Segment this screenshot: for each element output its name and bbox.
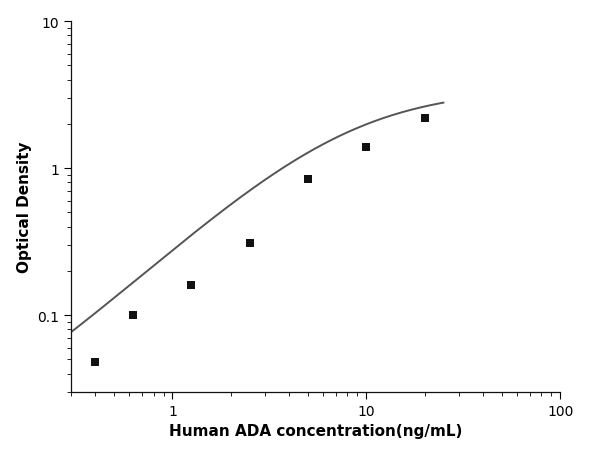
Point [362, 144, 371, 151]
Point [245, 240, 254, 247]
Point [303, 176, 313, 183]
Point [420, 115, 430, 122]
Point [186, 282, 196, 289]
Point [128, 312, 137, 319]
Y-axis label: Optical Density: Optical Density [17, 142, 32, 273]
Point [90, 359, 100, 366]
X-axis label: Human ADA concentration(ng/mL): Human ADA concentration(ng/mL) [169, 424, 463, 438]
